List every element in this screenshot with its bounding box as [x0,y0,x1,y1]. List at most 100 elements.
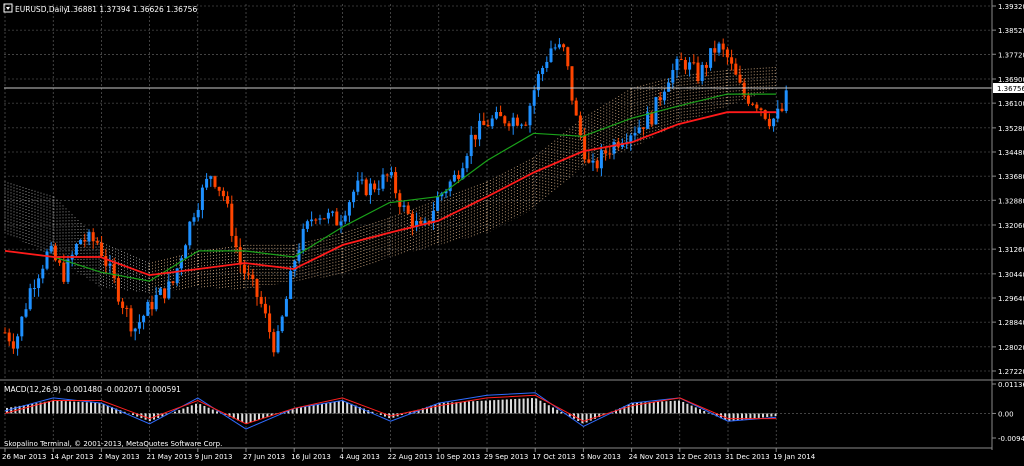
bull-candle-body [142,315,146,323]
bull-candle-body [49,245,53,252]
bull-candle-body [667,82,671,92]
bull-candle-body [297,250,301,261]
bear-candle-body [767,118,771,127]
ohlc-caption: 1.36881 1.37394 1.36626 1.36756 [66,5,197,14]
price-tick-label: 1.35280 [998,125,1024,133]
bull-candle-body [205,178,209,188]
bull-candle-body [465,156,469,169]
bull-candle-body [717,43,721,53]
bear-candle-body [763,110,767,119]
bear-candle-body [574,100,578,116]
bear-candle-body [268,313,272,333]
price-tick-label: 1.36100 [998,100,1024,108]
bull-candle-body [179,258,183,269]
bull-candle-body [360,179,364,181]
bull-candle-body [478,120,482,140]
bull-candle-body [347,202,351,216]
bull-candle-body [620,143,624,147]
bear-candle-body [751,103,755,105]
bear-candle-body [486,125,490,127]
price-tick-label: 1.39320 [998,3,1024,11]
bull-candle-body [339,221,343,226]
last-price-label: 1.36756 [997,85,1024,93]
bull-candle-body [158,288,162,295]
bear-candle-body [129,308,133,332]
bear-candle-body [566,47,570,67]
bull-candle-body [133,328,137,332]
bear-candle-body [427,220,431,223]
bear-candle-body [272,332,276,353]
bear-candle-body [725,49,729,58]
time-tick-label: 16 Jul 2013 [291,453,331,461]
bull-candle-body [184,245,188,259]
bull-candle-body [196,209,200,218]
bear-candle-body [738,74,742,83]
bull-candle-body [675,58,679,71]
bear-candle-body [112,263,116,279]
time-tick-label: 14 Apr 2013 [50,453,93,461]
bear-candle-body [658,97,662,101]
bear-candle-body [217,186,221,191]
bull-candle-body [637,127,641,134]
bear-candle-body [457,174,461,179]
bull-candle-body [389,172,393,176]
bull-candle-body [289,270,293,299]
macd-axis: 0.011365 0.00 -0.009475 [992,381,1024,443]
macd-tick-label: 0.00 [998,410,1014,418]
bull-candle-body [415,220,419,228]
bear-candle-body [515,117,519,126]
bull-candle-body [175,268,179,284]
bear-candle-body [755,104,759,109]
price-tick-label: 1.33680 [998,173,1024,181]
bear-candle-body [125,307,129,309]
bear-candle-body [226,196,230,204]
bull-candle-body [662,91,666,101]
bear-candle-body [58,260,62,263]
bull-candle-body [511,117,515,127]
bear-candle-body [322,218,326,220]
time-tick-label: 31 Dec 2013 [725,453,770,461]
bull-candle-body [79,239,83,245]
price-tick-label: 1.38520 [998,27,1024,35]
macd-histogram [6,398,777,424]
bear-candle-body [62,262,66,282]
time-tick-label: 2 May 2013 [98,453,139,461]
bull-candle-body [331,211,335,213]
time-tick-label: 4 Aug 2013 [339,453,379,461]
bull-candle-body [423,220,427,224]
bull-candle-body [276,331,280,353]
bull-candle-body [772,118,776,127]
bull-candle-body [301,228,305,251]
bear-candle-body [650,112,654,125]
bull-candle-body [326,212,330,219]
price-tick-label: 1.37720 [998,51,1024,59]
bull-candle-body [532,90,536,106]
bull-candle-body [280,316,284,332]
bull-candle-body [32,288,36,290]
bull-candle-body [402,205,406,207]
bear-candle-body [11,341,15,349]
bear-candle-body [238,247,242,265]
bear-candle-body [641,127,645,129]
bear-candle-body [604,150,608,154]
bull-candle-body [305,221,309,229]
bull-candle-body [167,281,171,299]
price-tick-label: 1.30440 [998,271,1024,279]
bear-candle-body [263,303,267,314]
bull-candle-body [646,112,650,129]
time-tick-label: 12 Dec 2013 [677,453,722,461]
bull-candle-body [629,135,633,143]
bull-candle-body [28,288,32,310]
tenkan-sen-line [4,93,777,282]
bear-candle-body [692,62,696,64]
bull-candle-body [431,210,435,223]
bull-candle-body [452,174,456,182]
bear-candle-body [251,274,255,280]
price-tick-label: 1.29640 [998,295,1024,303]
chart-menu-icon[interactable] [3,3,13,13]
bull-candle-body [293,260,297,271]
bull-candle-body [352,191,356,203]
bull-candle-body [461,168,465,179]
